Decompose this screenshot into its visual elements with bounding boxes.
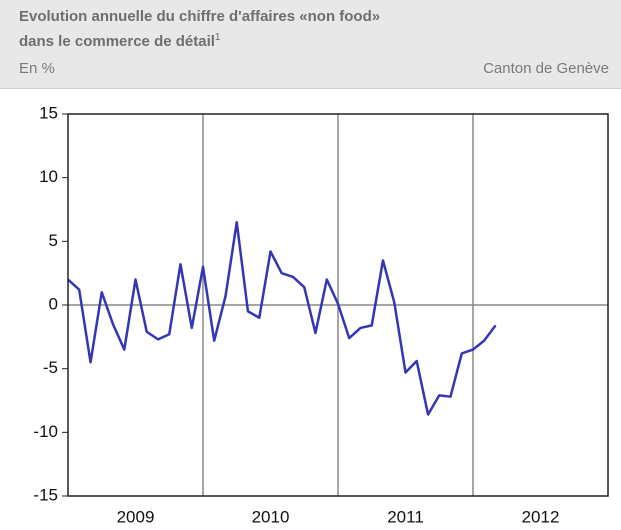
y-tick-label: -5 <box>43 358 58 377</box>
title-line: dans le commerce de détail <box>19 33 215 50</box>
source-label: Canton de Genève <box>483 60 609 77</box>
data-line <box>67 220 497 416</box>
y-tick-label: 5 <box>49 231 58 250</box>
x-tick-label: 2011 <box>387 507 424 526</box>
plot-frame <box>67 113 609 497</box>
y-tick-label: 10 <box>39 167 58 186</box>
title-line: dans le commerce de détail1 <box>19 32 220 50</box>
title-line: Evolution annuelle du chiffre d'affaires… <box>19 8 381 25</box>
x-tick-label: 2009 <box>117 507 155 526</box>
footnote-mark: 1 <box>214 32 221 43</box>
x-tick-label: 2010 <box>252 507 290 526</box>
unit-label: En % <box>19 60 55 77</box>
x-tick-label: 2012 <box>522 507 560 526</box>
header: Evolution annuelle du chiffre d'affaires… <box>0 0 621 89</box>
y-tick-label: -10 <box>33 422 58 441</box>
y-tick-label: 15 <box>39 103 58 122</box>
y-tick-label: -15 <box>33 485 58 504</box>
y-tick-label: 0 <box>49 294 58 313</box>
